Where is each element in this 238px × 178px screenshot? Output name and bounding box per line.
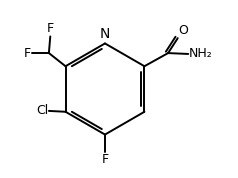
Text: NH₂: NH₂ <box>189 48 213 61</box>
Text: F: F <box>47 22 54 35</box>
Text: Cl: Cl <box>36 104 48 117</box>
Text: F: F <box>24 47 31 60</box>
Text: O: O <box>178 24 188 37</box>
Text: N: N <box>100 27 110 41</box>
Text: F: F <box>101 153 109 166</box>
